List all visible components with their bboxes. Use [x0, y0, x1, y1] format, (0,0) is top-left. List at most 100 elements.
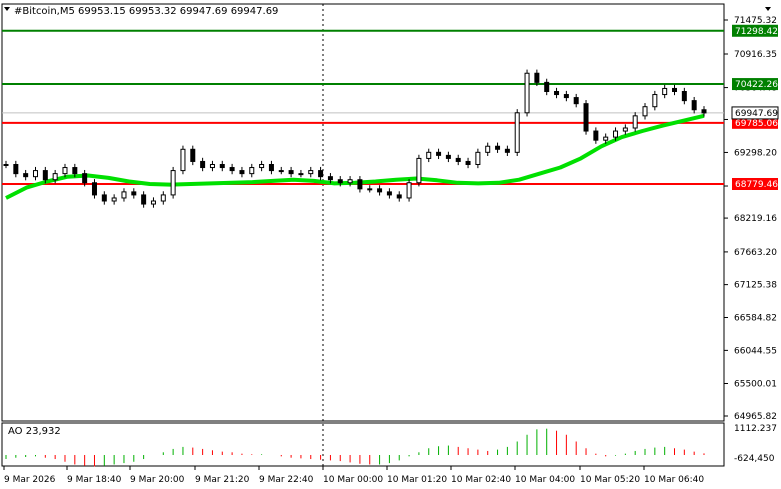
candle: [514, 109, 520, 156]
candle-body: [298, 173, 304, 176]
candle: [209, 160, 215, 172]
candle: [691, 96, 697, 114]
candle: [288, 166, 294, 178]
candle-body: [82, 173, 88, 184]
scroll-triangle-icon: [765, 7, 771, 11]
level-tag-label: 70422.26: [735, 80, 778, 90]
candle-body: [524, 72, 530, 114]
candle-body: [485, 145, 491, 153]
candle: [416, 154, 422, 187]
candle: [150, 197, 156, 208]
candle: [278, 166, 284, 175]
candle-body: [308, 170, 314, 175]
level-tag: [732, 24, 778, 37]
candle: [622, 124, 628, 135]
candle: [111, 194, 117, 205]
candle-body: [91, 182, 97, 196]
candle: [406, 179, 412, 202]
candle-body: [32, 170, 38, 178]
candle: [701, 106, 707, 117]
oscillator-plot-frame: [1, 422, 725, 467]
candle-body: [681, 90, 687, 102]
x-tick-label: 10 Mar 05:20: [580, 475, 640, 485]
y-tick-label: 66584.82: [734, 314, 777, 324]
x-tick-label: 10 Mar 02:40: [451, 475, 511, 485]
candle: [455, 154, 461, 166]
candle: [593, 127, 599, 144]
candle-body: [436, 151, 442, 156]
candle: [62, 163, 68, 178]
candle: [160, 191, 166, 205]
candle-body: [141, 194, 147, 205]
candle: [23, 169, 29, 181]
oscillator-title: AO 23,932: [8, 426, 61, 437]
candle-body: [514, 112, 520, 153]
candle-body: [534, 72, 540, 83]
candle: [318, 166, 324, 181]
candle-body: [327, 176, 333, 181]
y-tick-label: 65500.01: [734, 380, 777, 390]
candle: [141, 191, 147, 208]
price-plot-frame: [1, 3, 725, 422]
candle-body: [377, 188, 383, 193]
candle: [662, 84, 668, 99]
candle-body: [150, 200, 156, 205]
candle: [652, 90, 658, 111]
candle-body: [13, 164, 19, 175]
candle-body: [406, 182, 412, 199]
candle-body: [465, 160, 471, 166]
candle-body: [691, 100, 697, 111]
candle-body: [475, 151, 481, 166]
candle: [91, 179, 97, 199]
candle-body: [268, 164, 274, 172]
candle-body: [239, 170, 245, 175]
candle: [504, 145, 510, 156]
candle: [259, 160, 265, 172]
current-price-tag: [731, 106, 779, 120]
candle-body: [367, 188, 373, 191]
candle-body: [642, 106, 648, 117]
candle-body: [445, 154, 451, 159]
candle: [180, 145, 186, 175]
candle: [268, 160, 274, 175]
candle-body: [42, 170, 48, 181]
candle: [357, 176, 363, 193]
candle-body: [416, 157, 422, 184]
candle: [219, 160, 225, 172]
y-tick-label: 67125.38: [734, 281, 777, 291]
candle: [190, 145, 196, 166]
candle-body: [593, 130, 599, 141]
candle-body: [672, 87, 678, 92]
candle: [308, 166, 314, 178]
x-tick-label: 9 Mar 18:40: [67, 475, 122, 485]
candle: [32, 166, 38, 181]
candle: [681, 87, 687, 105]
candle: [72, 163, 78, 178]
candle: [42, 166, 48, 184]
candle-body: [347, 179, 353, 184]
candle: [3, 160, 9, 169]
candle: [13, 160, 19, 178]
candle-body: [563, 94, 569, 99]
candle-body: [249, 167, 255, 175]
candle-body: [337, 179, 343, 184]
candle-body: [701, 109, 707, 114]
candle-body: [121, 191, 127, 199]
candle-body: [603, 136, 609, 141]
candle-body: [554, 90, 560, 96]
candle: [82, 169, 88, 187]
candle-body: [613, 130, 619, 138]
candle-body: [111, 197, 117, 202]
candle: [485, 142, 491, 156]
candle-body: [455, 157, 461, 162]
candle-body: [622, 127, 628, 132]
candle: [672, 84, 678, 96]
candle: [426, 148, 432, 163]
candle-body: [62, 167, 68, 175]
candle-body: [160, 194, 166, 202]
level-tag-label: 68779.46: [735, 180, 778, 190]
candle: [337, 176, 343, 187]
x-tick-label: 10 Mar 04:00: [515, 475, 575, 485]
